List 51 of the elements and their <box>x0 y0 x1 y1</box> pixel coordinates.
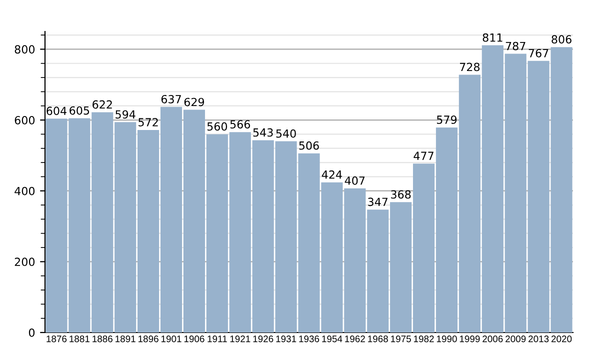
data-label: 572 <box>138 118 158 126</box>
x-tick-label: 1876 <box>46 336 67 342</box>
x-tick-label: 1931 <box>276 336 296 342</box>
x-tick-label: 1926 <box>253 336 274 342</box>
data-label: 767 <box>528 48 548 58</box>
x-tick-label: 1982 <box>414 336 434 342</box>
data-label: 477 <box>414 152 434 160</box>
data-label: 594 <box>116 110 136 119</box>
x-tick-label: 1954 <box>322 336 342 342</box>
x-tick-label: 2013 <box>528 336 549 342</box>
data-label: 629 <box>184 98 204 106</box>
data-label: 787 <box>506 42 526 50</box>
x-tick-label: 2020 <box>551 336 572 342</box>
y-tick-label: 600 <box>14 116 35 124</box>
y-tick-label: 200 <box>14 258 35 266</box>
data-label: 604 <box>46 106 66 116</box>
x-tick-label: 1901 <box>161 336 182 342</box>
y-tick-label: 0 <box>28 328 35 337</box>
x-tick-label: 1906 <box>184 336 204 342</box>
x-tick-label: 1886 <box>92 336 112 342</box>
y-tick-label: 400 <box>14 186 35 196</box>
data-label: 540 <box>276 129 296 138</box>
y-tick-label: 800 <box>14 45 35 54</box>
data-label: 368 <box>391 190 411 199</box>
x-tick-label: 1896 <box>138 336 158 342</box>
data-label: 728 <box>460 62 480 72</box>
x-tick-label: 1975 <box>391 336 411 342</box>
x-tick-label: 1968 <box>368 336 388 342</box>
x-tick-label: 1891 <box>116 336 136 342</box>
data-label: 637 <box>161 94 181 104</box>
x-tick-label: 1936 <box>299 336 320 342</box>
data-label: 543 <box>253 128 273 137</box>
data-label: 560 <box>207 122 228 131</box>
x-tick-label: 1921 <box>230 336 250 342</box>
x-tick-label: 1962 <box>345 336 365 342</box>
x-tick-label: 1881 <box>70 336 90 342</box>
data-label: 622 <box>92 100 112 109</box>
data-label: 424 <box>322 170 342 179</box>
x-tick-label: 2006 <box>482 336 503 342</box>
data-label: 806 <box>552 35 572 44</box>
data-label: 347 <box>368 198 388 206</box>
data-label: 605 <box>70 106 90 115</box>
data-label: 579 <box>436 116 457 124</box>
data-label: 506 <box>299 141 319 150</box>
x-tick-label: 2009 <box>506 336 526 342</box>
data-label: 566 <box>230 120 250 129</box>
data-label: 407 <box>344 176 365 185</box>
data-label: 811 <box>482 33 502 42</box>
x-tick-label: 1911 <box>208 336 227 342</box>
x-tick-label: 1999 <box>460 336 480 342</box>
x-tick-label: 1990 <box>436 336 457 342</box>
